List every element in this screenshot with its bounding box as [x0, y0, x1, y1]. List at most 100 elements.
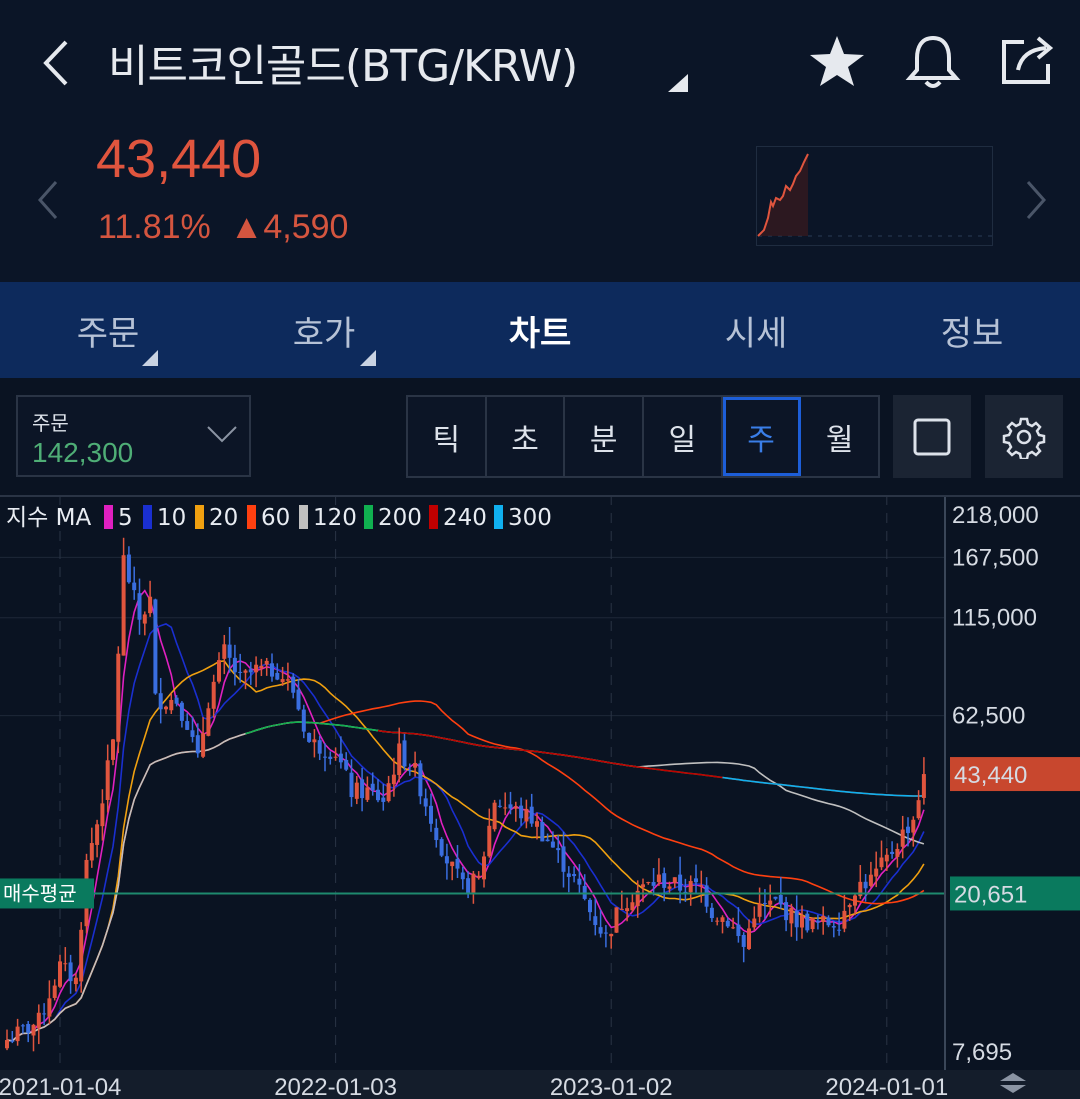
dropdown-triangle-icon[interactable] [668, 74, 688, 92]
candle [641, 878, 645, 903]
candle [434, 818, 439, 848]
period-week[interactable]: 주 [722, 397, 802, 476]
candle [630, 893, 635, 912]
candle [349, 759, 354, 807]
candle [513, 801, 518, 822]
candle [582, 874, 587, 901]
candle [725, 917, 730, 928]
avg-buy-tag: 20,651 매수평균 [0, 876, 1080, 911]
period-minute[interactable]: 분 [565, 397, 645, 476]
candle-body [285, 679, 290, 681]
price-chart[interactable]: 218,000 167,500 115,000 62,500 7,695 2021-01… [0, 495, 1080, 1099]
candle-body [10, 1040, 15, 1042]
candle [837, 912, 842, 936]
candle [614, 907, 619, 933]
candle [688, 875, 693, 906]
bell-icon[interactable] [904, 32, 962, 90]
candle-body [588, 899, 592, 913]
dropdown-triangle-icon [360, 350, 376, 366]
candle-body [900, 829, 905, 847]
x-tick-label: 2023-01-02 [550, 1074, 673, 1099]
tab-orderbook[interactable]: 호가 [216, 282, 432, 378]
candle-body [561, 846, 566, 872]
candle [709, 903, 714, 922]
candle [805, 910, 810, 933]
prev-chevron-icon[interactable] [36, 178, 60, 222]
candle-body [619, 908, 624, 910]
x-tick-label: 2024-01-01 [825, 1074, 948, 1099]
candle-body [895, 848, 900, 857]
y-tick-label: 7,695 [952, 1039, 1012, 1066]
candle-body [328, 756, 333, 759]
candle [285, 662, 290, 691]
candle-body [593, 916, 598, 926]
candle [890, 841, 895, 859]
y-axis: 218,000 167,500 115,000 62,500 7,695 [952, 502, 1039, 1066]
candle [906, 817, 910, 847]
tab-label: 차트 [508, 313, 572, 354]
candle [455, 845, 460, 879]
period-tick[interactable]: 틱 [408, 397, 487, 476]
candle-body [487, 825, 492, 857]
candle [381, 783, 386, 811]
candle-body [482, 856, 486, 880]
order-value: 142,300 [32, 437, 134, 468]
candle-body [360, 779, 365, 799]
candle-body [349, 772, 354, 798]
candle [317, 735, 322, 761]
ma-line-20 [6, 660, 925, 1042]
candle-body [524, 808, 529, 822]
candle-body [52, 985, 57, 998]
candle-body [768, 900, 773, 905]
tab-chart[interactable]: 차트 [432, 282, 648, 378]
candle [185, 713, 190, 731]
period-month[interactable]: 월 [801, 397, 879, 476]
candle-body [195, 735, 200, 754]
candle-body [95, 824, 100, 845]
star-icon[interactable] [808, 34, 866, 88]
candle-body [513, 806, 518, 809]
page-title[interactable]: 비트코인골드(BTG/KRW) [108, 41, 578, 92]
fullscreen-button[interactable] [893, 395, 971, 478]
candle-body [672, 877, 677, 883]
candle-body [15, 1026, 20, 1042]
tab-quotes[interactable]: 시세 [648, 282, 864, 378]
y-tick-label: 62,500 [952, 703, 1025, 730]
candle [95, 819, 100, 858]
tab-info[interactable]: 정보 [864, 282, 1080, 378]
candle [821, 906, 826, 935]
candle [794, 895, 799, 941]
candle-body [381, 797, 386, 802]
tab-order[interactable]: 주문 [0, 282, 216, 378]
next-chevron-icon[interactable] [1024, 178, 1048, 222]
candle [397, 727, 402, 783]
back-arrow-icon[interactable] [38, 38, 74, 88]
candle [386, 775, 391, 803]
candle-body [519, 805, 524, 819]
header: 비트코인골드(BTG/KRW) 43,440 11.81% ▲4,590 [0, 0, 1080, 282]
legend-label: 20 [209, 505, 238, 531]
candle-body [497, 805, 502, 807]
candle-body [434, 827, 439, 841]
period-day[interactable]: 일 [644, 397, 723, 476]
candle-body [789, 907, 794, 924]
settings-button[interactable] [985, 395, 1063, 478]
candle-body [773, 896, 778, 899]
order-price-selector[interactable]: 주문 142,300 [16, 395, 251, 477]
candle-body [503, 807, 508, 809]
candle [158, 677, 163, 724]
candle-body [550, 841, 555, 848]
candle [10, 1031, 15, 1044]
candle-body [709, 907, 714, 919]
candle [497, 799, 502, 808]
period-second[interactable]: 초 [486, 397, 566, 476]
candle-body [153, 599, 158, 694]
candle [646, 881, 651, 885]
candle [704, 877, 709, 913]
ma-line-10 [6, 623, 925, 1042]
candle-body [837, 929, 842, 931]
candle [232, 644, 237, 686]
candle-body [206, 708, 211, 736]
share-icon[interactable] [1000, 32, 1058, 88]
scroll-handle-icon[interactable] [1000, 1073, 1026, 1093]
